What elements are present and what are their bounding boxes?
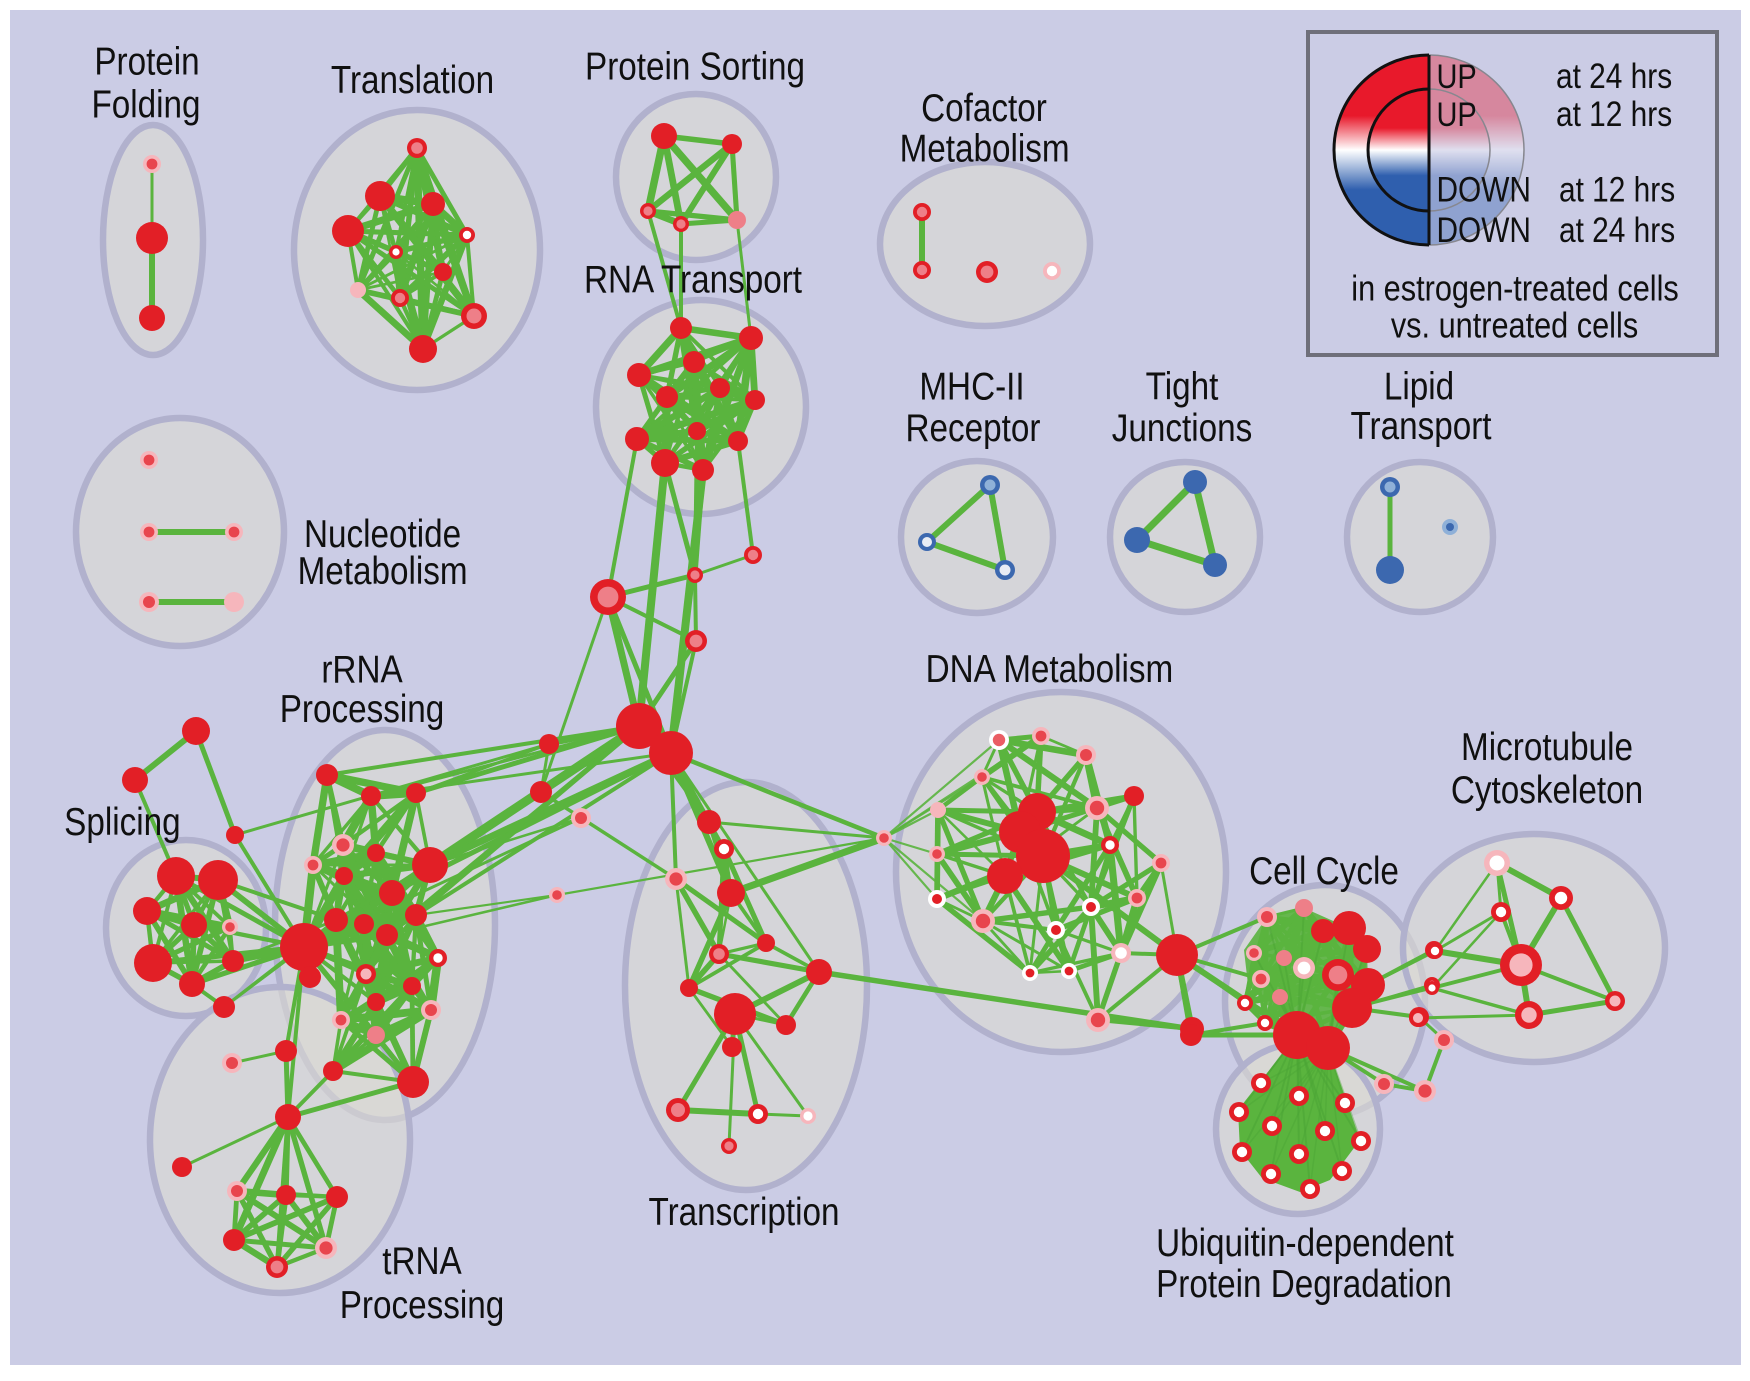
svg-text:Metabolism: Metabolism	[900, 126, 1070, 170]
svg-text:at 24 hrs: at 24 hrs	[1559, 211, 1675, 250]
svg-text:Nucleotide: Nucleotide	[304, 511, 461, 555]
svg-text:DNA Metabolism: DNA Metabolism	[926, 646, 1174, 690]
svg-text:in estrogen-treated cells: in estrogen-treated cells	[1351, 269, 1679, 309]
svg-text:Protein: Protein	[94, 39, 199, 83]
svg-text:UP: UP	[1437, 95, 1477, 134]
svg-text:Transcription: Transcription	[649, 1189, 840, 1233]
svg-text:Tight: Tight	[1146, 364, 1219, 408]
svg-text:at 12 hrs: at 12 hrs	[1556, 95, 1672, 134]
svg-text:rRNA: rRNA	[321, 647, 403, 691]
svg-text:Cytoskeleton: Cytoskeleton	[1451, 767, 1643, 811]
svg-text:Microtubule: Microtubule	[1461, 724, 1633, 768]
svg-text:Cell Cycle: Cell Cycle	[1249, 848, 1399, 892]
svg-text:RNA Transport: RNA Transport	[584, 257, 802, 301]
svg-text:Cofactor: Cofactor	[921, 85, 1047, 129]
svg-text:Processing: Processing	[340, 1282, 505, 1326]
svg-text:tRNA: tRNA	[382, 1238, 462, 1282]
svg-text:Receptor: Receptor	[906, 405, 1041, 449]
svg-text:Ubiquitin-dependent: Ubiquitin-dependent	[1156, 1220, 1454, 1264]
svg-text:Lipid: Lipid	[1384, 364, 1454, 408]
svg-text:at 24 hrs: at 24 hrs	[1556, 57, 1672, 96]
svg-text:Metabolism: Metabolism	[298, 548, 468, 592]
svg-text:UP: UP	[1437, 57, 1477, 96]
svg-text:Protein Degradation: Protein Degradation	[1156, 1261, 1452, 1305]
svg-text:Folding: Folding	[91, 82, 200, 126]
svg-text:Translation: Translation	[331, 58, 494, 102]
svg-text:DOWN: DOWN	[1437, 170, 1531, 209]
svg-text:Splicing: Splicing	[64, 799, 180, 843]
svg-text:Junctions: Junctions	[1112, 405, 1252, 449]
svg-text:at 12 hrs: at 12 hrs	[1559, 170, 1675, 209]
svg-text:vs. untreated cells: vs. untreated cells	[1391, 306, 1638, 346]
svg-text:MHC-II: MHC-II	[919, 364, 1024, 408]
svg-text:Protein Sorting: Protein Sorting	[585, 44, 805, 88]
svg-text:DOWN: DOWN	[1437, 211, 1531, 250]
svg-text:Processing: Processing	[280, 686, 445, 730]
svg-text:Transport: Transport	[1350, 404, 1491, 448]
